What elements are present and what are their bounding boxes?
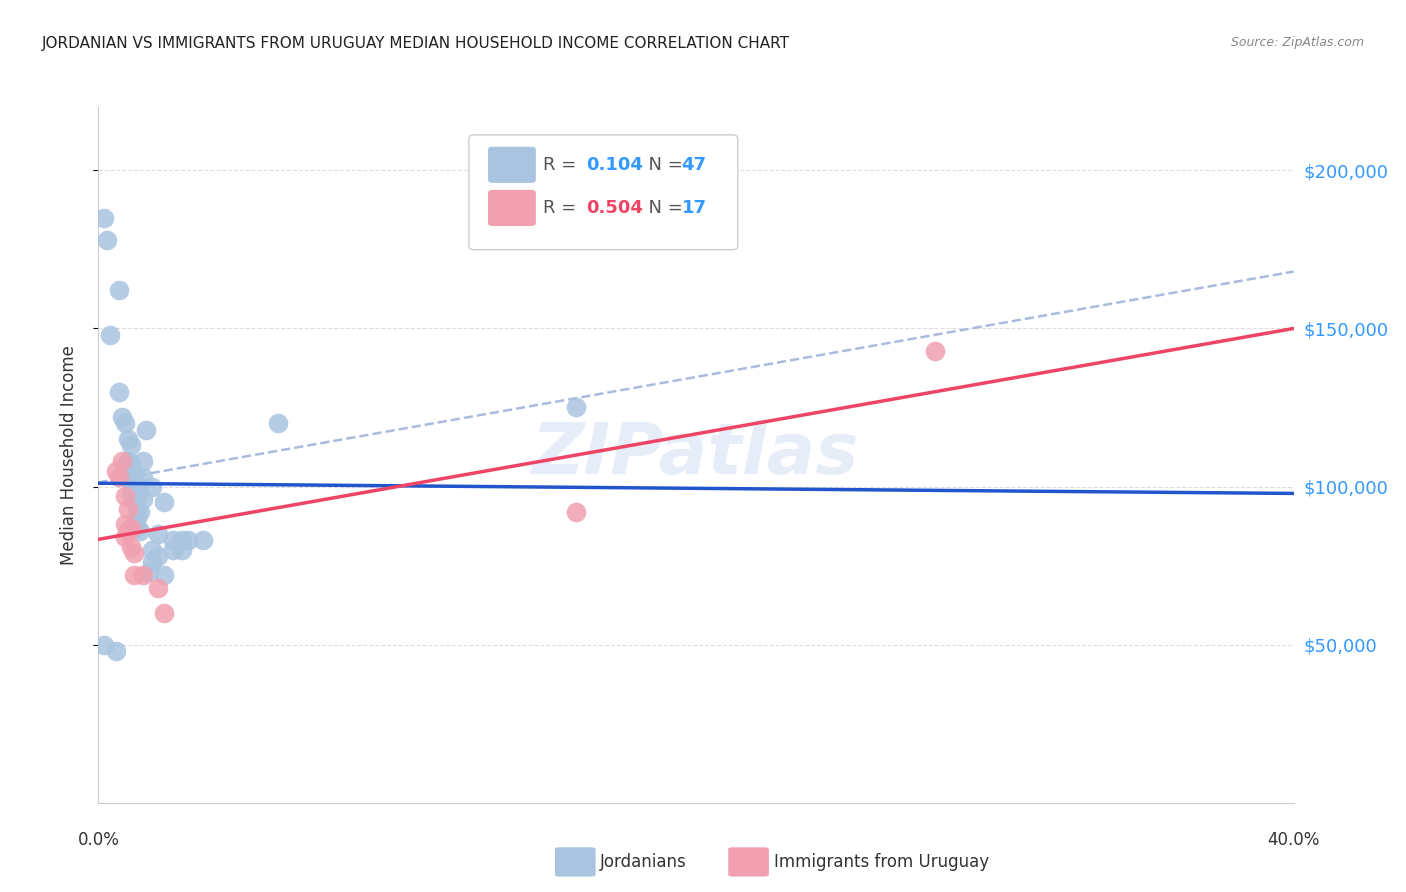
Point [114, 517, 136, 532]
Point [565, 505, 588, 519]
Point [108, 470, 131, 484]
Point [117, 464, 139, 478]
Point [114, 530, 136, 544]
Point [114, 489, 136, 503]
Point [172, 542, 194, 557]
Point [120, 521, 142, 535]
FancyBboxPatch shape [488, 146, 536, 183]
Text: 0.504: 0.504 [586, 199, 643, 217]
Point [153, 606, 176, 620]
Point [124, 495, 146, 509]
Point [120, 438, 142, 452]
Point [98, 327, 122, 342]
Point [132, 492, 155, 507]
Text: Jordanians: Jordanians [600, 853, 688, 871]
Point [111, 409, 134, 424]
Point [191, 533, 214, 548]
Text: N =: N = [637, 199, 689, 217]
Point [124, 568, 146, 582]
Point [177, 533, 200, 548]
FancyBboxPatch shape [488, 190, 536, 226]
Point [124, 517, 146, 532]
Point [111, 454, 134, 468]
Point [172, 533, 194, 548]
Point [120, 486, 142, 500]
Point [117, 501, 139, 516]
Point [141, 542, 163, 557]
Text: N =: N = [637, 156, 689, 174]
Point [127, 511, 149, 525]
Point [96, 233, 118, 247]
Point [129, 479, 152, 493]
Point [924, 343, 946, 358]
Point [93, 211, 115, 225]
Point [108, 284, 131, 298]
Text: Source: ZipAtlas.com: Source: ZipAtlas.com [1230, 36, 1364, 49]
Point [120, 458, 142, 472]
Point [132, 568, 155, 582]
FancyBboxPatch shape [470, 135, 738, 250]
Text: 0.0%: 0.0% [77, 830, 120, 848]
Point [105, 464, 128, 478]
Point [127, 489, 149, 503]
Point [127, 521, 149, 535]
Point [108, 384, 131, 399]
Point [129, 505, 152, 519]
Point [93, 638, 115, 652]
Point [124, 479, 146, 493]
Text: Immigrants from Uruguay: Immigrants from Uruguay [773, 853, 988, 871]
Point [124, 470, 146, 484]
Point [117, 432, 139, 446]
Point [129, 524, 152, 538]
FancyBboxPatch shape [555, 847, 596, 877]
Point [135, 423, 157, 437]
Point [148, 581, 170, 595]
Text: 47: 47 [682, 156, 707, 174]
Point [141, 479, 163, 493]
Point [565, 401, 588, 415]
Point [132, 454, 155, 468]
Text: R =: R = [543, 199, 582, 217]
Text: 0.104: 0.104 [586, 156, 643, 174]
Point [141, 556, 163, 570]
Point [153, 568, 176, 582]
Point [148, 549, 170, 563]
Point [153, 495, 176, 509]
Point [162, 533, 184, 548]
Y-axis label: Median Household Income: Median Household Income [59, 345, 77, 565]
Point [148, 527, 170, 541]
Point [117, 454, 139, 468]
Point [114, 417, 136, 431]
Text: R =: R = [543, 156, 582, 174]
Point [138, 565, 160, 579]
Point [162, 542, 184, 557]
FancyBboxPatch shape [728, 847, 769, 877]
Text: JORDANIAN VS IMMIGRANTS FROM URUGUAY MEDIAN HOUSEHOLD INCOME CORRELATION CHART: JORDANIAN VS IMMIGRANTS FROM URUGUAY MED… [42, 36, 790, 51]
Text: 40.0%: 40.0% [1267, 830, 1320, 848]
Point [132, 470, 155, 484]
Text: 17: 17 [682, 199, 707, 217]
Point [267, 417, 290, 431]
Point [105, 644, 128, 658]
Point [120, 476, 142, 491]
Point [117, 524, 139, 538]
Point [124, 546, 146, 560]
Point [127, 501, 149, 516]
Point [120, 540, 142, 554]
Text: ZIPatlas: ZIPatlas [533, 420, 859, 490]
